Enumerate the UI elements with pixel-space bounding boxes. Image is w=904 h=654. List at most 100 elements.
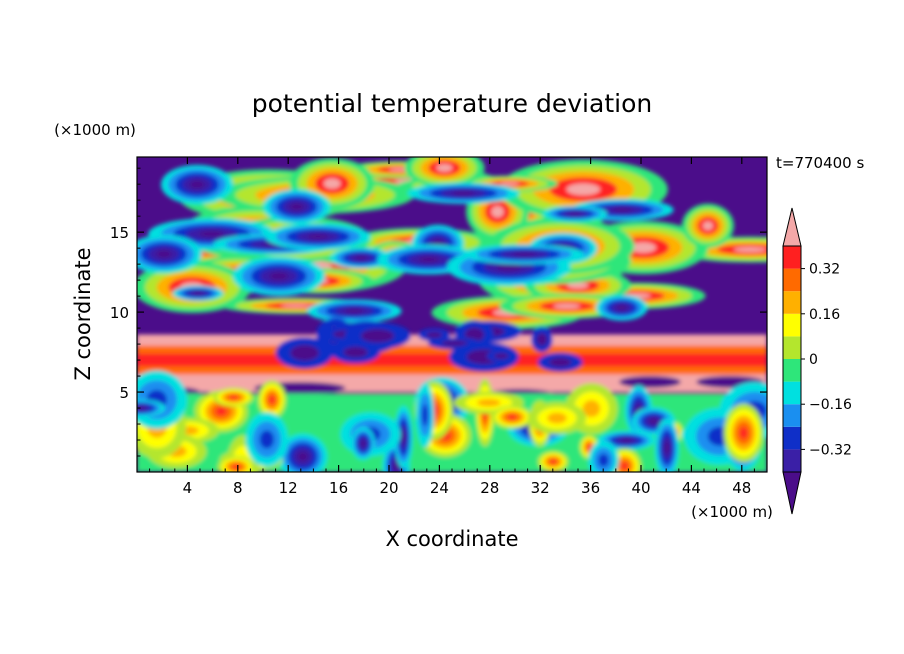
field-blob — [507, 414, 517, 420]
x-tick-label: 48 — [732, 479, 751, 497]
field-blob — [547, 412, 567, 424]
field-blob — [436, 163, 453, 172]
field-blob — [441, 340, 468, 347]
y-tick-label: 5 — [119, 384, 129, 402]
field-blob — [137, 406, 146, 410]
x-axis-label: X coordinate — [385, 527, 518, 551]
field-blob — [553, 303, 581, 309]
y-unit-label: (×1000 m) — [54, 121, 136, 139]
field-blob — [649, 418, 658, 424]
field-blob — [199, 230, 225, 238]
y-tick-label: 10 — [110, 304, 129, 322]
field-blob — [500, 182, 520, 186]
colorbar-tick-label: −0.32 — [809, 442, 852, 458]
colorbar-tick-label: 0.16 — [809, 307, 840, 323]
colorbar-swatch — [783, 291, 801, 314]
field-blob — [393, 461, 399, 472]
colorbar-swatch — [783, 336, 801, 359]
x-tick-label: 16 — [329, 479, 348, 497]
field-blob — [259, 430, 274, 449]
field-blob — [630, 242, 657, 253]
field-blob — [620, 438, 633, 443]
field-blob — [323, 178, 341, 189]
field-blob — [568, 212, 582, 216]
field-blob — [493, 353, 509, 360]
field-blob — [354, 255, 368, 261]
x-tick-label: 20 — [379, 479, 398, 497]
field-blob — [566, 183, 601, 196]
field-blob — [587, 444, 591, 450]
field-blob — [452, 191, 475, 196]
field-blob — [496, 263, 522, 271]
field-blob — [536, 333, 548, 346]
x-tick-label: 4 — [183, 479, 193, 497]
field-blob — [550, 459, 557, 464]
x-tick-label: 44 — [682, 479, 701, 497]
field-blob — [548, 357, 572, 368]
field-blob — [401, 430, 406, 444]
field-blob — [598, 453, 609, 467]
field-blob — [156, 250, 172, 258]
field-blob — [664, 441, 670, 454]
colorbar-tick-label: 0 — [809, 352, 818, 368]
field-blob — [421, 404, 428, 426]
field-blob — [567, 282, 589, 289]
colorbar-swatch — [783, 381, 801, 405]
colorbar-tick-label: 0.32 — [809, 262, 840, 278]
field-blob — [739, 427, 748, 439]
colorbar-swatch — [783, 359, 801, 382]
field-blob — [733, 247, 767, 253]
colorbar-swatch — [783, 246, 801, 269]
field-blob — [621, 462, 628, 470]
field-blob — [189, 180, 205, 189]
field-blob — [290, 344, 319, 361]
colorbar-swatch — [783, 449, 801, 472]
field-blob — [269, 395, 275, 404]
field-blob — [464, 327, 485, 342]
y-tick-label: 15 — [110, 224, 129, 242]
colorbar-swatch — [783, 404, 801, 427]
x-tick-label: 32 — [531, 479, 550, 497]
field-blob — [418, 256, 439, 263]
field-blob — [360, 440, 366, 447]
colorbar-extend-bottom — [782, 471, 802, 515]
x-tick-label: 8 — [233, 479, 243, 497]
colorbar-swatch — [783, 268, 801, 292]
field-blob — [582, 400, 601, 418]
field-blob — [512, 252, 537, 257]
chart-title: potential temperature deviation — [252, 89, 652, 118]
field-blob — [491, 206, 504, 218]
field-blob — [611, 207, 633, 213]
plot-area — [137, 157, 767, 472]
x-tick-label: 28 — [480, 479, 499, 497]
field-blob — [616, 305, 627, 311]
time-label: t=770400 s — [776, 154, 864, 172]
field-blob — [229, 395, 238, 400]
field-blob — [307, 233, 329, 240]
field-blob — [360, 329, 395, 343]
field-blob — [232, 464, 241, 469]
x-tick-label: 36 — [581, 479, 600, 497]
field-blob — [619, 376, 681, 388]
y-axis: 5 10 15 — [110, 167, 767, 457]
colorbar-swatch — [783, 313, 801, 337]
field-blob — [289, 203, 304, 211]
colorbar-tick-label: −0.16 — [809, 397, 852, 413]
field-blob — [343, 346, 368, 358]
field-blob — [192, 291, 204, 295]
field-blob — [280, 304, 311, 308]
field-blob — [426, 331, 443, 339]
field-blob — [344, 308, 364, 314]
field-blob — [215, 407, 227, 416]
y-axis-label: Z coordinate — [71, 247, 95, 380]
x-tick-label: 24 — [430, 479, 449, 497]
x-unit-label: (×1000 m) — [691, 503, 773, 521]
field-blob — [477, 398, 501, 407]
colorbar: 0.32 0.16 0 −0.16 −0.32 — [782, 207, 852, 515]
x-tick-label: 40 — [631, 479, 650, 497]
field-blob — [702, 221, 714, 231]
x-axis: 4 8 12 16 20 24 28 32 36 40 44 48 — [149, 157, 755, 497]
colorbar-swatch — [783, 426, 801, 450]
x-tick-label: 12 — [279, 479, 298, 497]
